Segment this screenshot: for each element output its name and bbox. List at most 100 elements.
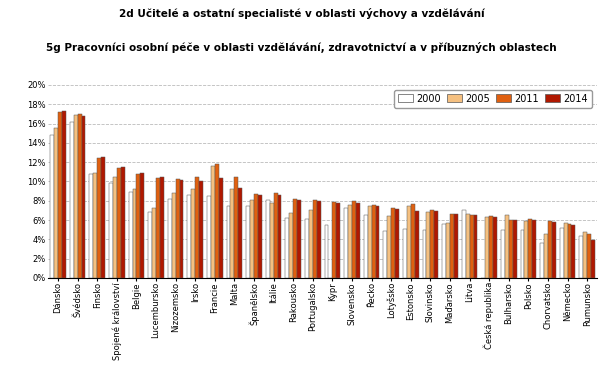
Bar	[411, 204, 415, 278]
Bar	[567, 224, 572, 278]
Bar	[97, 158, 101, 278]
Bar	[579, 236, 583, 278]
Bar	[540, 243, 544, 278]
Bar	[332, 201, 336, 278]
Bar	[199, 181, 203, 278]
Bar	[473, 215, 478, 278]
Bar	[305, 219, 309, 278]
Bar	[168, 199, 172, 278]
Bar	[376, 205, 379, 278]
Bar	[560, 228, 564, 278]
Bar	[423, 230, 426, 278]
Bar	[426, 212, 431, 278]
Bar	[215, 164, 219, 278]
Bar	[188, 195, 191, 278]
Bar	[446, 223, 450, 278]
Bar	[78, 114, 81, 278]
Bar	[324, 225, 329, 278]
Bar	[121, 167, 125, 278]
Bar	[317, 201, 321, 278]
Bar	[62, 111, 66, 278]
Bar	[195, 177, 199, 278]
Bar	[442, 224, 446, 278]
Bar	[391, 208, 395, 278]
Bar	[117, 168, 121, 278]
Bar	[520, 230, 525, 278]
Bar	[156, 178, 160, 278]
Legend: 2000, 2005, 2011, 2014: 2000, 2005, 2011, 2014	[394, 90, 592, 108]
Bar	[293, 199, 297, 278]
Bar	[207, 196, 211, 278]
Bar	[434, 211, 438, 278]
Bar	[564, 223, 567, 278]
Bar	[175, 179, 180, 278]
Bar	[587, 234, 591, 278]
Bar	[489, 216, 493, 278]
Text: 2d Učitelé a ostatní specialisté v oblasti výchovy a vzdělávání: 2d Učitelé a ostatní specialisté v oblas…	[119, 8, 484, 19]
Bar	[289, 213, 293, 278]
Bar	[160, 177, 164, 278]
Bar	[368, 205, 371, 278]
Bar	[407, 205, 411, 278]
Bar	[270, 203, 274, 278]
Bar	[113, 177, 117, 278]
Bar	[364, 215, 368, 278]
Bar	[133, 189, 136, 278]
Bar	[246, 205, 250, 278]
Bar	[258, 195, 262, 278]
Bar	[591, 240, 595, 278]
Bar	[191, 189, 195, 278]
Bar	[348, 205, 352, 278]
Bar	[180, 181, 183, 278]
Bar	[371, 205, 376, 278]
Bar	[250, 200, 254, 278]
Bar	[54, 128, 58, 278]
Bar	[70, 122, 74, 278]
Bar	[50, 135, 54, 278]
Bar	[454, 214, 458, 278]
Bar	[148, 212, 152, 278]
Bar	[136, 174, 140, 278]
Bar	[219, 178, 223, 278]
Bar	[336, 203, 340, 278]
Bar	[344, 208, 348, 278]
Bar	[235, 177, 238, 278]
Bar	[74, 115, 78, 278]
Bar	[81, 116, 86, 278]
Bar	[462, 210, 466, 278]
Bar	[230, 189, 235, 278]
Bar	[297, 200, 301, 278]
Bar	[431, 210, 434, 278]
Bar	[509, 220, 513, 278]
Bar	[403, 229, 407, 278]
Bar	[544, 234, 548, 278]
Bar	[485, 217, 489, 278]
Bar	[58, 112, 62, 278]
Bar	[415, 211, 418, 278]
Bar	[274, 193, 277, 278]
Bar	[548, 221, 552, 278]
Bar	[313, 200, 317, 278]
Bar	[466, 214, 470, 278]
Bar	[89, 174, 93, 278]
Bar	[172, 193, 175, 278]
Bar	[109, 183, 113, 278]
Bar	[266, 200, 270, 278]
Bar	[277, 195, 282, 278]
Bar	[532, 220, 536, 278]
Bar	[140, 173, 144, 278]
Bar	[395, 209, 399, 278]
Bar	[470, 215, 473, 278]
Bar	[493, 217, 497, 278]
Bar	[387, 216, 391, 278]
Bar	[356, 203, 360, 278]
Bar	[528, 219, 532, 278]
Bar	[227, 205, 230, 278]
Bar	[238, 188, 242, 278]
Bar	[384, 230, 387, 278]
Text: 5g Pracovníci osobní péče v oblasti vzdělávání, zdravotnictví a v příbuzných obl: 5g Pracovníci osobní péče v oblasti vzdě…	[46, 42, 557, 53]
Bar	[128, 192, 133, 278]
Bar	[352, 201, 356, 278]
Bar	[513, 220, 517, 278]
Bar	[501, 230, 505, 278]
